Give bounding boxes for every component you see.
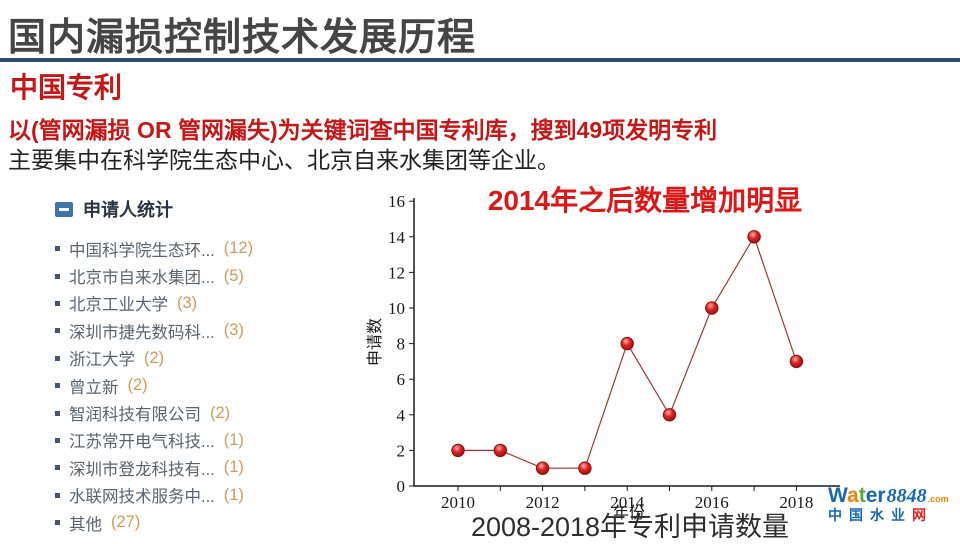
data-point <box>705 301 719 315</box>
applicant-item: 江苏常开电气科技... (1) <box>55 427 355 454</box>
data-point <box>789 354 804 369</box>
bullet-icon <box>55 383 60 389</box>
applicant-panel-title: 申请人统计 <box>83 200 173 220</box>
y-axis-title: 申请数 <box>366 318 384 366</box>
y-tick-label: 0 <box>397 477 406 496</box>
bullet-icon <box>55 410 60 416</box>
applicant-item: 水联网技术服务中... (1) <box>55 482 355 509</box>
logo-letter: e <box>865 484 878 507</box>
data-point <box>451 443 465 458</box>
x-axis-title: 年份 <box>613 504 645 522</box>
summary-line: 主要集中在科学院生态中心、北京自来水集团等企业。 <box>8 147 560 173</box>
bullet-icon <box>55 246 60 252</box>
logo-letter: t <box>858 484 866 507</box>
y-tick-label: 10 <box>388 299 405 318</box>
chart-caption: 2008-2018年专利申请数量 <box>470 512 790 542</box>
bullet-icon <box>55 355 60 361</box>
bullet-icon <box>55 437 60 443</box>
applicant-statistics-panel: 申请人统计 中国科学院生态环... (12) 北京市自来水集团... (5) 北京工… <box>55 196 355 536</box>
x-tick-label: 2016 <box>695 493 729 512</box>
y-tick-label: 16 <box>388 192 405 211</box>
logo-tagline: 中国水业网 <box>828 508 956 522</box>
applicant-item: 深圳市捷先数码科... (3) <box>55 317 355 344</box>
logo-letter: a <box>847 484 859 507</box>
logo-tld: .com <box>927 494 949 504</box>
x-tick-label: 2010 <box>441 493 475 512</box>
applicant-item: 深圳市登龙科技有... (1) <box>55 454 355 481</box>
applicant-list: 中国科学院生态环... (12) 北京市自来水集团... (5) 北京工业大学 (3)… <box>55 235 355 536</box>
logo-tagline-last: 网 <box>912 507 926 523</box>
data-point <box>493 443 508 458</box>
data-point <box>578 461 592 475</box>
patent-line-chart: 2014年之后数量增加明显 0 2 4 6 8 10 12 14 16 2010 2012 2014 20… <box>366 184 840 522</box>
data-point <box>747 230 761 244</box>
x-tick-label: 2018 <box>779 493 813 512</box>
water8848-logo: Water 8848 .com 中国水业网 <box>828 485 956 522</box>
slide-title: 国内漏损控制技术发展历程 <box>8 17 477 59</box>
bullet-icon <box>55 300 60 306</box>
data-point <box>620 336 634 351</box>
chart-annotation: 2014年之后数量增加明显 <box>488 184 802 216</box>
x-tick-label: 2014 <box>610 493 645 512</box>
applicant-item: 其他 (27) <box>55 509 355 536</box>
bullet-icon <box>55 273 60 279</box>
bullet-icon <box>55 492 60 498</box>
data-point <box>662 408 677 422</box>
applicant-item: 北京市自来水集团... (5) <box>55 262 355 289</box>
bullet-icon <box>55 520 60 526</box>
logo-tagline-main: 中国水业 <box>828 507 912 523</box>
applicant-item: 北京工业大学 (3) <box>55 290 355 317</box>
y-tick-label: 4 <box>397 406 406 425</box>
collapse-minus-icon <box>55 201 73 217</box>
logo-wordmark: Water 8848 .com <box>828 485 956 506</box>
applicant-item: 智润科技有限公司 (2) <box>55 399 355 426</box>
section-subtitle: 中国专利 <box>10 72 123 103</box>
y-tick-label: 2 <box>397 441 406 460</box>
title-underline-rule <box>0 58 960 62</box>
bullet-icon <box>55 328 60 334</box>
logo-letter: W <box>828 484 848 507</box>
x-tick-label: 2012 <box>526 493 560 512</box>
logo-letter: r <box>877 484 886 507</box>
y-tick-label: 8 <box>397 335 406 354</box>
keyword-search-line: 以(管网漏损 OR 管网漏失)为关键词查中国专利库，搜到49项发明专利 <box>8 117 718 143</box>
y-tick-label: 6 <box>397 370 406 389</box>
logo-number: 8848 <box>886 485 927 507</box>
applicant-item: 浙江大学 (2) <box>55 345 355 372</box>
applicant-item: 曾立新 (2) <box>55 372 355 399</box>
series-line <box>458 235 797 469</box>
bullet-icon <box>55 465 60 471</box>
applicant-item: 中国科学院生态环... (12) <box>55 235 355 262</box>
y-tick-label: 14 <box>388 228 406 247</box>
y-tick-label: 12 <box>388 263 405 282</box>
applicant-panel-header: 申请人统计 <box>55 196 355 222</box>
data-point <box>535 461 550 475</box>
